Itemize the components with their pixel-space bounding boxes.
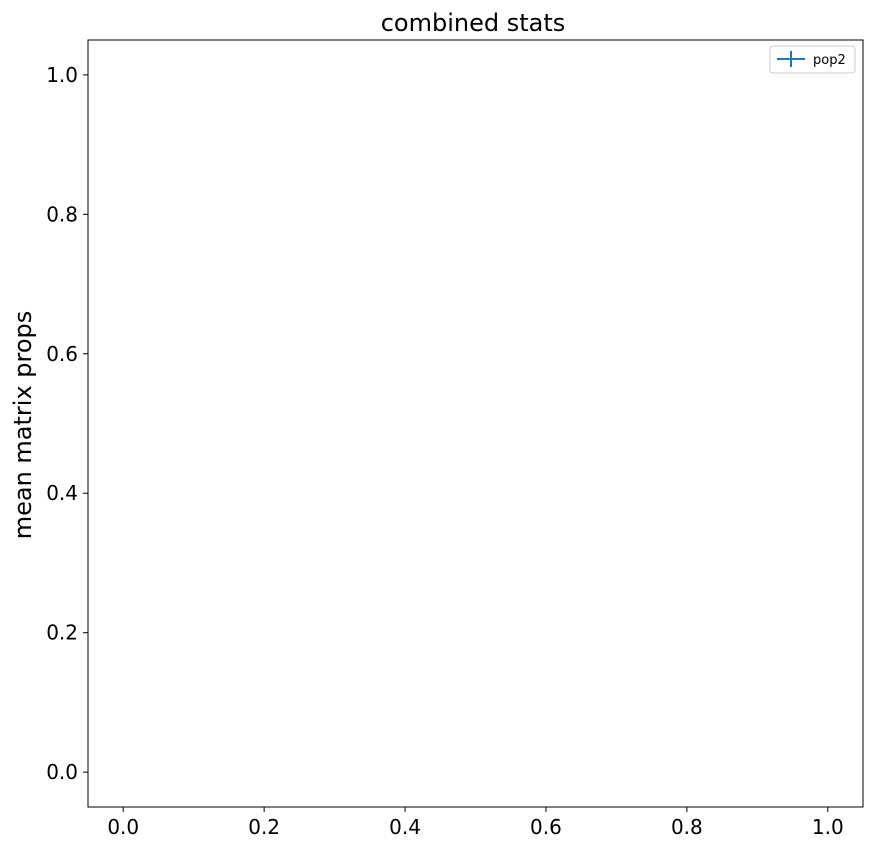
x-tick-label: 0.4 <box>389 815 421 839</box>
y-tick-label: 0.2 <box>46 621 78 645</box>
x-tick-label: 0.6 <box>530 815 562 839</box>
x-tick-label: 0.8 <box>671 815 703 839</box>
y-tick-label: 0.4 <box>46 481 78 505</box>
plot-area <box>87 39 864 808</box>
legend-series-label: pop2 <box>813 53 846 68</box>
chart-title: combined stats <box>381 9 566 37</box>
y-tick-label: 0.6 <box>46 342 78 366</box>
x-axis: 0.0 0.2 0.4 0.6 0.8 1.0 <box>107 807 844 839</box>
y-axis-label: mean matrix props <box>9 311 37 540</box>
legend: pop2 <box>769 45 856 74</box>
y-tick-label: 1.0 <box>46 63 78 87</box>
y-tick-label: 0.8 <box>46 202 78 226</box>
x-tick-label: 1.0 <box>812 815 844 839</box>
x-tick-label: 0.0 <box>107 815 139 839</box>
y-axis: 0.0 0.2 0.4 0.6 0.8 1.0 <box>46 63 88 784</box>
x-tick-label: 0.2 <box>248 815 280 839</box>
y-tick-label: 0.0 <box>46 760 78 784</box>
